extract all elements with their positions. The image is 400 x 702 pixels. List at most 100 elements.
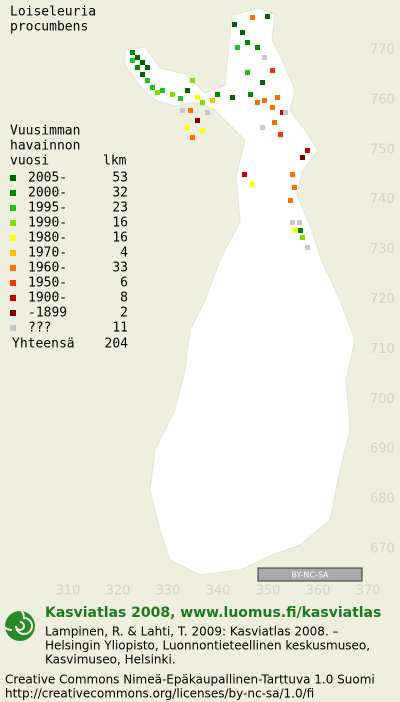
observation-square [140, 60, 145, 65]
observation-square [195, 95, 200, 100]
legend-label: 1950- [28, 276, 67, 291]
observation-square [135, 65, 140, 70]
legend-label: 1960- [28, 261, 67, 276]
license-line: http://creativecommons.org/licenses/by-n… [5, 687, 314, 701]
legend-count: 8 [120, 291, 128, 306]
observation-square [272, 120, 277, 125]
legend-heading: vuosi [10, 154, 49, 169]
y-grid-label: 710 [370, 342, 395, 357]
y-grid-label: 770 [370, 43, 395, 58]
observation-square [278, 132, 283, 137]
observation-square [305, 148, 310, 153]
legend-heading: havainnon [10, 139, 80, 154]
y-grid-label: 750 [370, 142, 395, 157]
observation-square [305, 245, 310, 250]
observation-square [178, 96, 183, 101]
citation-line: Lampinen, R. & Lahti, T. 2009: Kasviatla… [45, 625, 339, 639]
observation-square [235, 45, 240, 50]
legend-label: 1990- [28, 216, 67, 231]
title: Loiseleuria [10, 5, 96, 20]
x-grid-label: 320 [106, 584, 131, 599]
legend-swatch [10, 250, 16, 256]
y-grid-label: 740 [370, 192, 395, 207]
legend-swatch [10, 310, 16, 316]
observation-square [215, 92, 220, 97]
observation-square [145, 78, 150, 83]
observation-square [250, 182, 255, 187]
observation-square [297, 220, 302, 225]
observation-square [185, 125, 190, 130]
legend-label: 2000- [28, 186, 67, 201]
observation-square [230, 95, 235, 100]
y-grid-label: 680 [370, 492, 395, 507]
observation-square [135, 55, 140, 60]
legend-count: 32 [112, 186, 128, 201]
x-grid-label: 350 [256, 584, 281, 599]
license-badge [257, 567, 363, 582]
observation-square [262, 98, 267, 103]
legend-label: -1899 [28, 306, 67, 321]
observation-square [290, 172, 295, 177]
legend-label: 1970- [28, 246, 67, 261]
x-grid-label: 370 [356, 584, 381, 599]
observation-square [300, 155, 305, 160]
observation-square [200, 128, 205, 133]
x-grid-label: 360 [306, 584, 331, 599]
x-grid-label: 340 [206, 584, 231, 599]
legend-swatch [10, 205, 16, 211]
observation-square [145, 65, 150, 70]
observation-square [232, 22, 237, 27]
observation-square [200, 100, 205, 105]
observation-square [180, 108, 185, 113]
observation-square [248, 92, 253, 97]
observation-squares [130, 14, 310, 250]
observation-square [270, 68, 275, 73]
license-badge-text: BY-NC-SA [291, 571, 329, 580]
legend-swatch [10, 175, 16, 181]
observation-square [260, 80, 265, 85]
legend-label: 1995- [28, 201, 67, 216]
x-grid-label: 330 [156, 584, 181, 599]
observation-square [155, 90, 160, 95]
observation-square [130, 50, 135, 55]
total-count: 204 [105, 337, 129, 352]
observation-square [292, 185, 297, 190]
legend-count: 53 [112, 171, 128, 186]
legend-label: ??? [28, 321, 51, 336]
legend-swatch [10, 295, 16, 301]
observation-square [205, 110, 210, 115]
observation-square [140, 72, 145, 77]
observation-square [260, 125, 265, 130]
total-label: Yhteensä [12, 337, 75, 352]
observation-square [185, 88, 190, 93]
observation-square [242, 172, 247, 177]
y-grid-label: 730 [370, 242, 395, 257]
observation-square [160, 88, 165, 93]
observation-square [188, 108, 193, 113]
observation-square [190, 78, 195, 83]
observation-square [292, 228, 297, 233]
grid-labels: 770 760 750 740 730 720 710 700 690 680 670 310 320 3… [56, 43, 395, 599]
y-grid-label: 720 [370, 292, 395, 307]
legend-count: 16 [112, 231, 128, 246]
legend-count-heading: lkm [103, 154, 127, 169]
observation-square [270, 105, 275, 110]
observation-square [275, 95, 280, 100]
legend-count: 11 [112, 321, 128, 336]
observation-square [150, 85, 155, 90]
observation-square [255, 100, 260, 105]
legend-swatch [10, 325, 16, 331]
observation-square [170, 92, 175, 97]
legend-swatch [10, 190, 16, 196]
title: procumbens [10, 20, 88, 35]
observation-square [262, 55, 267, 60]
citation-line: Kasvimuseo, Helsinki. [45, 653, 176, 667]
legend-count: 2 [120, 306, 128, 321]
observation-square [288, 198, 293, 203]
legend: 2005- 53 2000- 32 1995- 23 1990- 16 1980- 16 1970-… [10, 171, 128, 336]
observation-square [250, 15, 255, 20]
legend-heading: Vuusimman [10, 124, 80, 139]
y-grid-label: 760 [370, 92, 395, 107]
observation-square [210, 98, 215, 103]
